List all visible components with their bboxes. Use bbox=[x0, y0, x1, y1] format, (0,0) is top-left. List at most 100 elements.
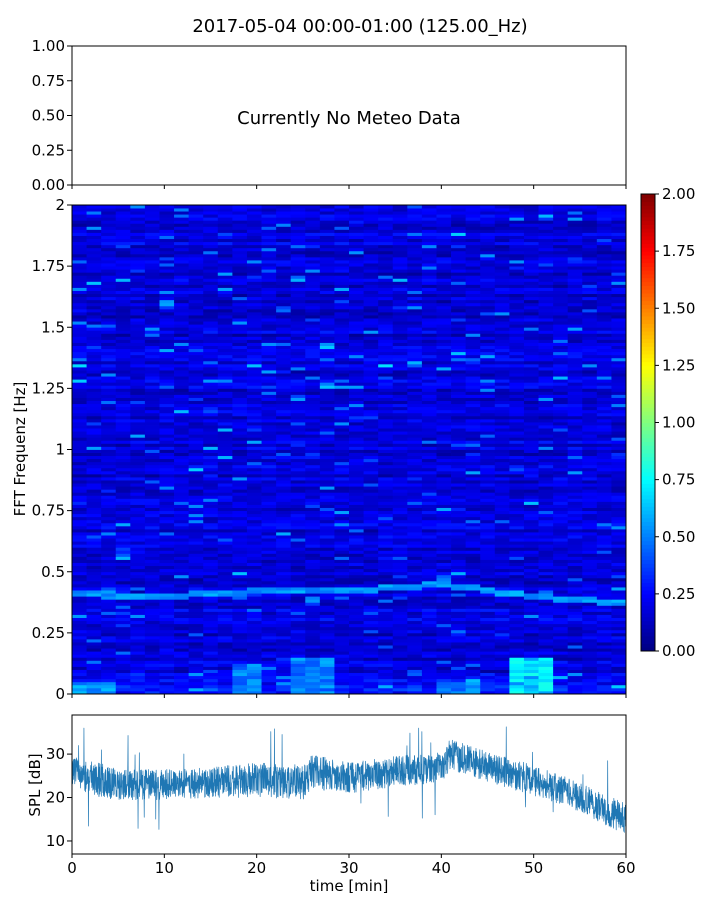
spectrogram-cell bbox=[523, 486, 539, 490]
spectrogram-cell bbox=[407, 400, 423, 405]
spectrogram-cell bbox=[553, 519, 569, 524]
spectrogram-cell bbox=[553, 577, 569, 582]
spectrogram-cell bbox=[421, 480, 437, 484]
spectrogram-cell bbox=[159, 421, 175, 426]
spectrogram-cell bbox=[305, 437, 321, 441]
spectrogram-cell bbox=[188, 311, 204, 316]
spectrogram-cell bbox=[203, 406, 219, 411]
spectrogram-cell bbox=[538, 327, 554, 331]
spectrogram-cell bbox=[319, 672, 335, 677]
spectrogram-cell bbox=[421, 370, 437, 374]
spectrogram-cell bbox=[509, 431, 525, 435]
spectrogram-cell bbox=[130, 464, 146, 469]
spectrogram-cell bbox=[159, 599, 175, 603]
spectrogram-cell bbox=[130, 345, 146, 350]
spectrogram-cell bbox=[101, 559, 117, 563]
spectrogram-cell bbox=[203, 629, 219, 634]
spectrogram-cell bbox=[101, 421, 117, 426]
spectrogram-cell bbox=[319, 629, 335, 634]
spectrogram-cell bbox=[465, 620, 481, 625]
spectrogram-cell bbox=[509, 501, 525, 505]
spectrogram-cell bbox=[174, 464, 190, 469]
spectrogram-cell bbox=[523, 308, 539, 313]
spectrogram-cell bbox=[232, 418, 248, 423]
spectrogram-cell bbox=[86, 532, 102, 536]
spectrogram-cell bbox=[174, 394, 190, 398]
spectrogram-cell bbox=[480, 516, 496, 521]
spectrogram-cell bbox=[261, 437, 277, 441]
spectrogram-cell bbox=[436, 642, 452, 646]
spectrogram-cell bbox=[363, 632, 379, 637]
spectrogram-cell bbox=[378, 382, 394, 386]
spectrogram-cell bbox=[174, 315, 190, 319]
spectrogram-cell bbox=[144, 516, 160, 521]
spectrogram-cell bbox=[159, 449, 175, 453]
spectrogram-cell bbox=[290, 553, 306, 557]
spectrogram-cell bbox=[115, 574, 131, 579]
spectrogram-cell bbox=[582, 645, 598, 649]
spectrogram-cell bbox=[217, 311, 233, 316]
spectrogram-cell bbox=[596, 385, 612, 389]
spectrogram-cell bbox=[407, 370, 423, 374]
spectrogram-cell bbox=[509, 608, 525, 612]
spectrogram-cell bbox=[465, 370, 481, 374]
spectrogram-cell bbox=[421, 519, 437, 524]
spectrogram-cell bbox=[276, 651, 292, 655]
spectrogram-cell bbox=[480, 336, 496, 340]
spectrogram-cell bbox=[115, 516, 131, 521]
spectrogram-cell bbox=[480, 669, 496, 674]
spectrogram-cell bbox=[86, 370, 102, 374]
spectrogram-cell bbox=[407, 565, 423, 570]
spectrogram-cell bbox=[86, 577, 102, 582]
spectrogram-cell bbox=[188, 388, 204, 392]
spectrogram-cell bbox=[290, 577, 306, 582]
spectrogram-cell bbox=[290, 437, 306, 441]
spectrogram-cell bbox=[232, 660, 248, 664]
spectrogram-cell bbox=[217, 599, 233, 603]
spectrogram-cell bbox=[363, 687, 379, 692]
spectrogram-cell bbox=[392, 617, 408, 622]
spectrogram-cell bbox=[538, 611, 554, 615]
spectrogram-cell bbox=[72, 357, 87, 362]
spectrogram-cell bbox=[101, 602, 117, 606]
spectrogram-cell bbox=[567, 376, 583, 380]
spectrogram-cell bbox=[130, 434, 146, 438]
spectrogram-cell bbox=[217, 336, 233, 340]
spectrogram-cell bbox=[276, 532, 292, 536]
spectrogram-cell bbox=[582, 638, 598, 643]
spectrogram-cell bbox=[509, 605, 525, 609]
spectrogram-cell bbox=[246, 684, 262, 689]
spectrogram-cell bbox=[538, 336, 554, 340]
spectrogram-cell bbox=[349, 434, 364, 438]
spectrogram-cell bbox=[465, 599, 481, 603]
spectrogram-cell bbox=[538, 406, 554, 411]
spectrogram-cell bbox=[392, 507, 408, 512]
spectrogram-cell bbox=[276, 330, 292, 334]
spectrogram-cell bbox=[232, 370, 248, 374]
spectrogram-cell bbox=[407, 473, 423, 478]
spectrogram-cell bbox=[159, 632, 175, 637]
spectrogram-cell bbox=[144, 574, 160, 579]
spectrogram-cell bbox=[217, 635, 233, 640]
spectrogram-cell bbox=[378, 556, 394, 560]
spectrogram-cell bbox=[203, 296, 219, 301]
spectrogram-cell bbox=[436, 330, 452, 334]
spectrogram-cell bbox=[203, 461, 219, 466]
spectrogram-cell bbox=[480, 333, 496, 337]
spectrogram-cell bbox=[232, 321, 248, 325]
spectrogram-cell bbox=[553, 428, 569, 432]
spectrogram-cell bbox=[392, 632, 408, 637]
spectrogram-cell bbox=[611, 409, 627, 414]
spectrogram-cell bbox=[72, 351, 87, 356]
spectrogram-cell bbox=[509, 556, 525, 560]
spectrogram-cell bbox=[246, 446, 262, 450]
spectrogram-cell bbox=[261, 415, 277, 420]
spectrogram-cell bbox=[451, 379, 467, 383]
spectrogram-cell bbox=[144, 660, 160, 664]
spectrogram-cell bbox=[174, 311, 190, 316]
spectrogram-cell bbox=[188, 321, 204, 325]
spectrogram-cell bbox=[538, 556, 554, 560]
spectrogram-cell bbox=[407, 397, 423, 401]
spectrogram-cell bbox=[232, 308, 248, 313]
spectrogram-cell bbox=[130, 498, 146, 502]
